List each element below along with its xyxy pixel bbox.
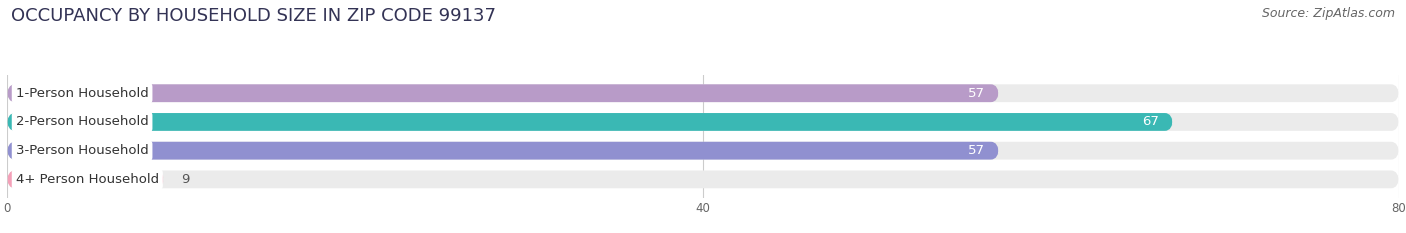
FancyBboxPatch shape	[7, 84, 998, 102]
FancyBboxPatch shape	[7, 171, 163, 188]
Text: 57: 57	[967, 144, 984, 157]
Text: 2-Person Household: 2-Person Household	[15, 115, 149, 128]
Text: Source: ZipAtlas.com: Source: ZipAtlas.com	[1261, 7, 1395, 20]
FancyBboxPatch shape	[7, 113, 1399, 131]
FancyBboxPatch shape	[7, 171, 1399, 188]
FancyBboxPatch shape	[7, 84, 1399, 102]
Text: 4+ Person Household: 4+ Person Household	[15, 173, 159, 186]
Text: OCCUPANCY BY HOUSEHOLD SIZE IN ZIP CODE 99137: OCCUPANCY BY HOUSEHOLD SIZE IN ZIP CODE …	[11, 7, 496, 25]
Text: 57: 57	[967, 87, 984, 100]
FancyBboxPatch shape	[7, 142, 998, 160]
Text: 67: 67	[1142, 115, 1159, 128]
Text: 1-Person Household: 1-Person Household	[15, 87, 149, 100]
Text: 9: 9	[181, 173, 190, 186]
FancyBboxPatch shape	[7, 142, 1399, 160]
FancyBboxPatch shape	[7, 113, 1173, 131]
Text: 3-Person Household: 3-Person Household	[15, 144, 149, 157]
